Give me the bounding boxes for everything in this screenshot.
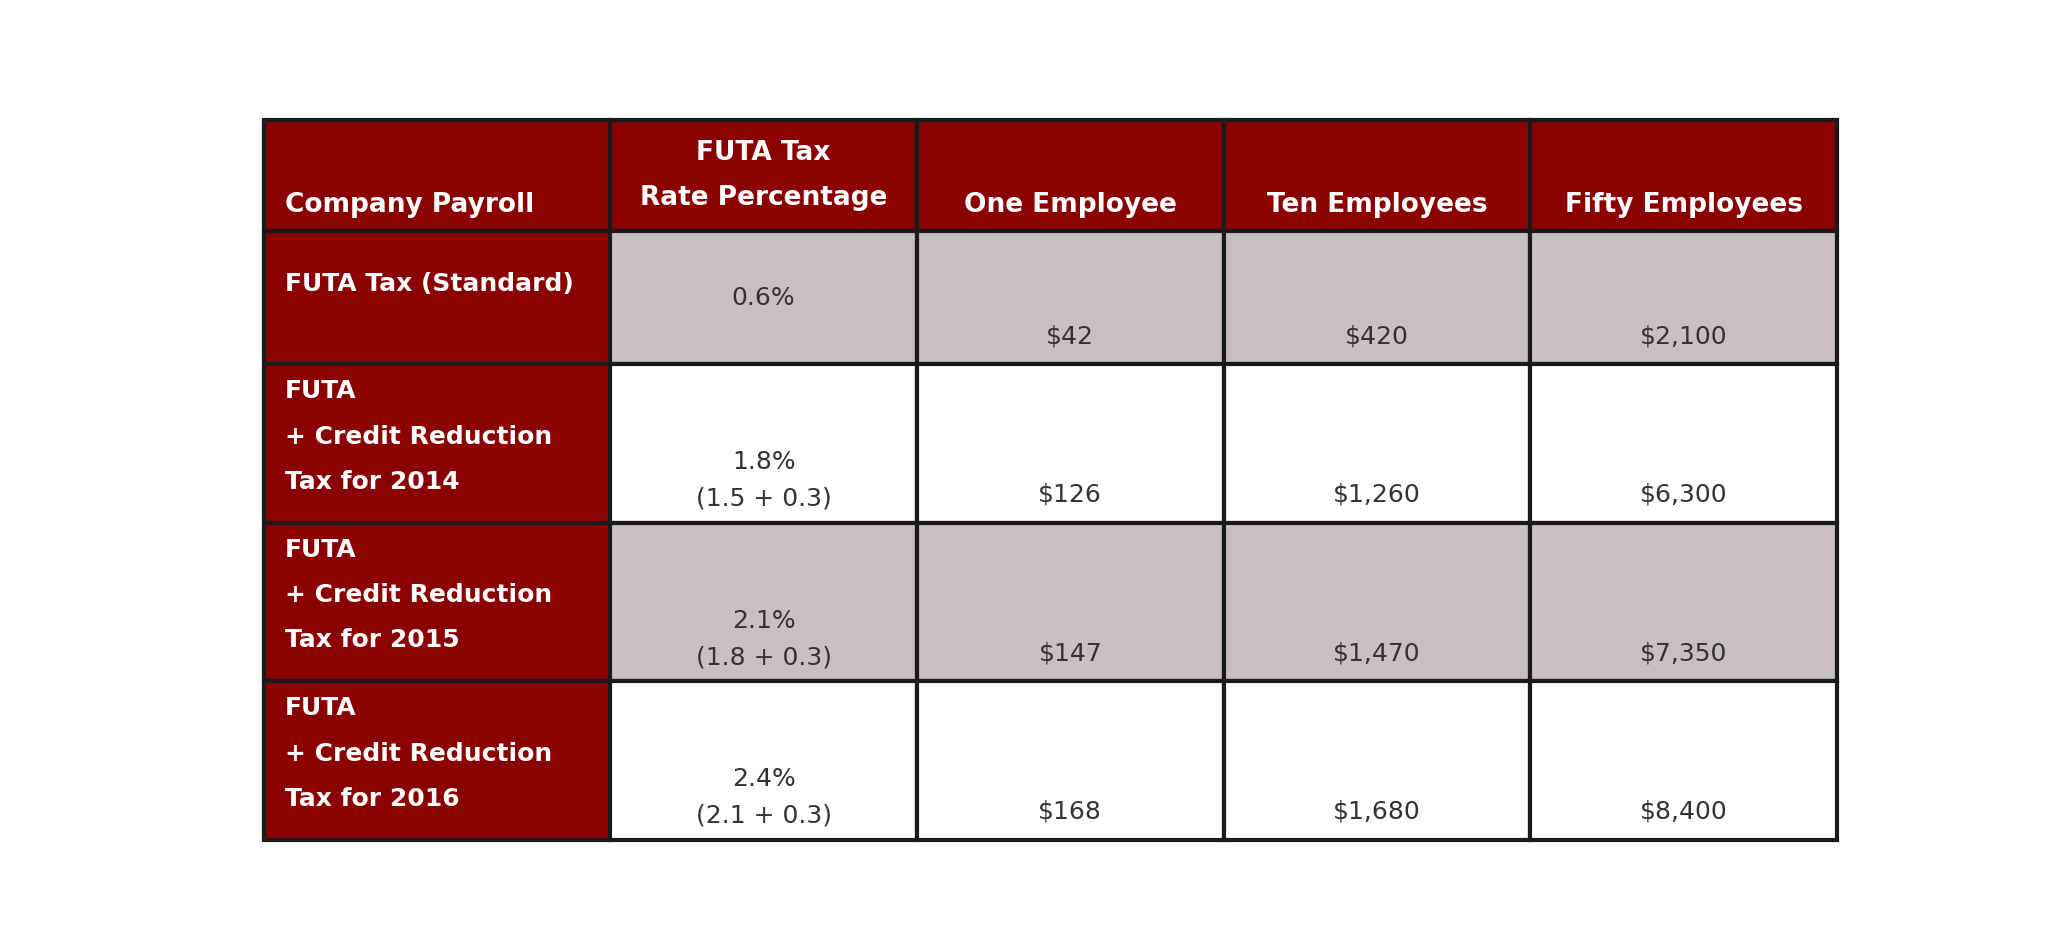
Text: Company Payroll: Company Payroll	[285, 192, 535, 218]
Bar	[1224, 522, 1531, 681]
Text: One Employee: One Employee	[964, 192, 1177, 218]
Bar	[1531, 522, 1837, 681]
Text: Tax for 2014: Tax for 2014	[285, 470, 459, 494]
Bar	[916, 231, 1224, 364]
Text: FUTA Tax: FUTA Tax	[697, 141, 830, 166]
Bar	[264, 681, 611, 840]
Text: FUTA: FUTA	[285, 538, 357, 561]
Text: $1,680: $1,680	[1332, 800, 1421, 824]
Bar	[611, 522, 916, 681]
Text: $1,260: $1,260	[1332, 483, 1421, 506]
Bar	[611, 120, 916, 231]
Text: $7,350: $7,350	[1640, 641, 1728, 665]
Bar	[1224, 231, 1531, 364]
Text: 1.8%: 1.8%	[732, 450, 795, 474]
Text: 0.6%: 0.6%	[732, 286, 795, 310]
Bar	[1224, 364, 1531, 522]
Text: $42: $42	[1046, 324, 1095, 349]
Bar	[611, 681, 916, 840]
Bar	[611, 231, 916, 364]
Text: Tax for 2016: Tax for 2016	[285, 787, 459, 811]
Text: Fifty Employees: Fifty Employees	[1564, 192, 1802, 218]
Bar	[264, 522, 611, 681]
Text: FUTA: FUTA	[285, 696, 357, 720]
Text: $147: $147	[1039, 641, 1103, 665]
Text: (1.8 + 0.3): (1.8 + 0.3)	[695, 645, 832, 670]
Bar	[1224, 120, 1531, 231]
Text: $8,400: $8,400	[1640, 800, 1728, 824]
Text: + Credit Reduction: + Credit Reduction	[285, 583, 551, 607]
Text: $420: $420	[1345, 324, 1408, 349]
Text: $6,300: $6,300	[1640, 483, 1728, 506]
Bar	[1531, 231, 1837, 364]
Bar	[916, 522, 1224, 681]
Bar	[916, 364, 1224, 522]
Bar	[1531, 681, 1837, 840]
Text: Ten Employees: Ten Employees	[1267, 192, 1488, 218]
Text: 2.4%: 2.4%	[732, 768, 795, 791]
Bar	[1531, 364, 1837, 522]
Text: 2.1%: 2.1%	[732, 609, 795, 633]
Text: (1.5 + 0.3): (1.5 + 0.3)	[695, 486, 832, 511]
Bar	[264, 120, 611, 231]
Text: (2.1 + 0.3): (2.1 + 0.3)	[695, 804, 832, 827]
Text: + Credit Reduction: + Credit Reduction	[285, 742, 551, 766]
Text: $126: $126	[1039, 483, 1103, 506]
Bar	[1531, 120, 1837, 231]
Text: FUTA: FUTA	[285, 379, 357, 403]
Bar	[264, 231, 611, 364]
Text: Tax for 2015: Tax for 2015	[285, 628, 459, 653]
Text: $2,100: $2,100	[1640, 324, 1728, 349]
Bar	[264, 364, 611, 522]
Text: FUTA Tax (Standard): FUTA Tax (Standard)	[285, 273, 574, 296]
Bar	[611, 364, 916, 522]
Text: Rate Percentage: Rate Percentage	[640, 185, 888, 211]
Text: $1,470: $1,470	[1332, 641, 1421, 665]
Text: $168: $168	[1039, 800, 1103, 824]
Bar	[916, 120, 1224, 231]
Bar	[916, 681, 1224, 840]
Bar	[1224, 681, 1531, 840]
Text: + Credit Reduction: + Credit Reduction	[285, 425, 551, 448]
